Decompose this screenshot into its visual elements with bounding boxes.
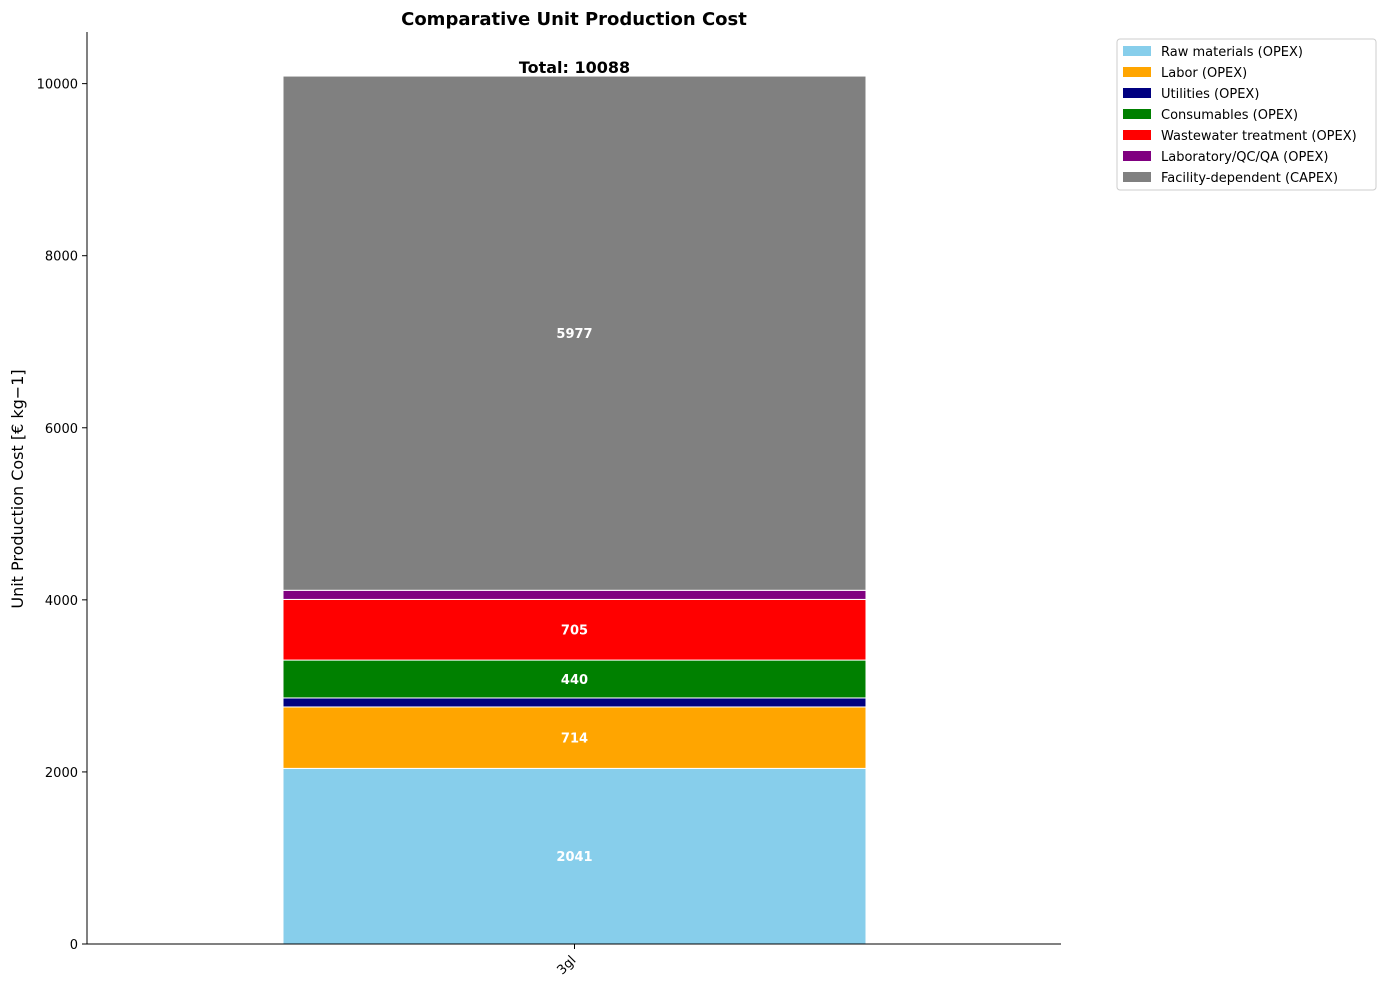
y-tick-label: 2000 xyxy=(45,766,78,781)
total-label: Total: 10088 xyxy=(519,58,630,77)
legend-entry-label: Labor (OPEX) xyxy=(1161,66,1247,81)
legend-swatch xyxy=(1123,88,1151,98)
y-tick-label: 4000 xyxy=(45,594,78,609)
y-axis-label: Unit Production Cost [€ kg−1] xyxy=(8,369,27,608)
legend-swatch xyxy=(1123,67,1151,77)
bar-segment-3 xyxy=(282,697,867,708)
bar-segment-label-1: 2041 xyxy=(556,850,592,865)
chart-title: Comparative Unit Production Cost xyxy=(401,9,747,30)
legend-entry-label: Facility-dependent (CAPEX) xyxy=(1161,171,1338,186)
legend-swatch xyxy=(1123,109,1151,119)
bar-segment-label-2: 714 xyxy=(561,732,588,747)
x-axis: 3gl xyxy=(87,943,1061,978)
y-tick-label: 6000 xyxy=(45,422,78,437)
y-tick-label: 10000 xyxy=(37,78,78,93)
legend-entry-label: Raw materials (OPEX) xyxy=(1161,45,1303,60)
y-tick-label: 8000 xyxy=(45,250,78,265)
legend-entry-label: Laboratory/QC/QA (OPEX) xyxy=(1161,150,1328,165)
legend-box xyxy=(1116,38,1377,191)
bar-segment-label-7: 5977 xyxy=(556,327,592,342)
legend-entry-label: Consumables (OPEX) xyxy=(1161,108,1298,123)
bar-segment-7 xyxy=(282,75,867,591)
legend-swatch xyxy=(1123,130,1151,140)
legend-entry-label: Wastewater treatment (OPEX) xyxy=(1161,129,1357,144)
bar-segment-label-5: 705 xyxy=(561,624,588,639)
legend-swatch xyxy=(1123,151,1151,161)
bar-stack: 2041 714 440 705 5977 xyxy=(282,75,867,945)
bar-segment-label-4: 440 xyxy=(561,673,588,688)
legend-swatch xyxy=(1123,46,1151,56)
bar-segment-1 xyxy=(282,767,867,945)
bar-segment-2 xyxy=(282,706,867,769)
bar-segment-5 xyxy=(282,598,867,661)
legend-entry-label: Utilities (OPEX) xyxy=(1161,87,1259,102)
legend-swatch xyxy=(1123,172,1151,182)
legend: Raw materials (OPEX) Labor (OPEX) Utilitie… xyxy=(1116,38,1377,191)
x-tick-label: 3gl xyxy=(554,953,579,978)
y-tick-label: 0 xyxy=(70,938,78,953)
y-axis: 0 2000 4000 6000 8000 10000 xyxy=(37,32,88,953)
bar-segment-6 xyxy=(282,589,867,600)
